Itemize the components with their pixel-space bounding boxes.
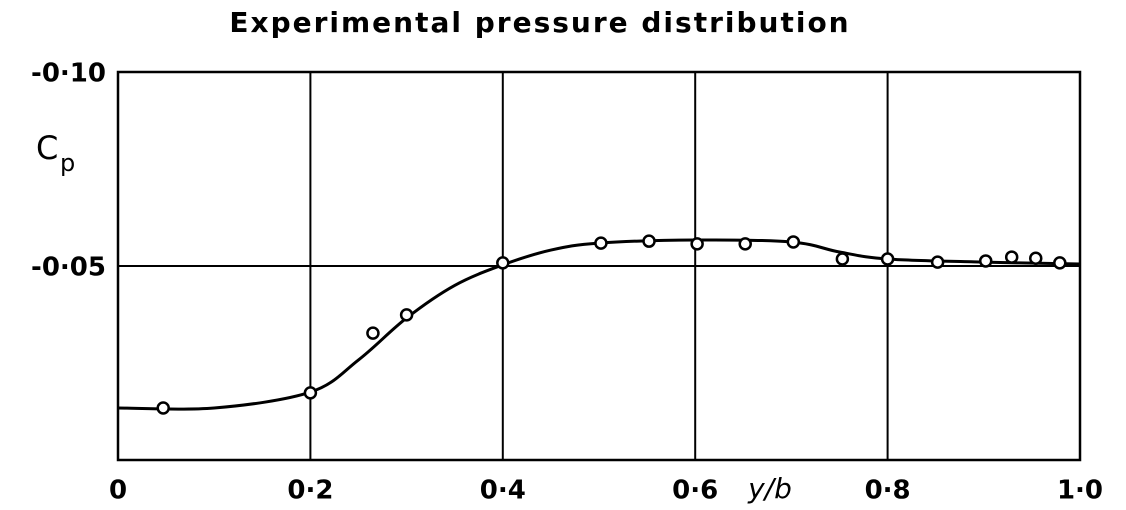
data-point	[642, 234, 656, 248]
y-tick-label: -0·10	[31, 59, 106, 89]
data-point	[978, 254, 993, 268]
data-point	[303, 386, 318, 400]
x-tick-label: 0·4	[480, 476, 526, 506]
data-point	[1028, 251, 1043, 265]
data-point	[594, 236, 608, 250]
y-tick-label: -0·05	[31, 253, 106, 283]
data-point	[1004, 250, 1019, 264]
data-point	[366, 326, 380, 340]
data-point	[1053, 256, 1067, 270]
y-axis-label-subscript: p	[60, 149, 75, 177]
data-point	[880, 252, 895, 266]
x-tick-label: 0·2	[287, 476, 333, 506]
data-point	[399, 308, 414, 322]
data-point	[738, 237, 752, 251]
x-tick-label: 0·8	[865, 476, 911, 506]
data-point	[496, 256, 510, 270]
x-tick-label: 1·0	[1057, 476, 1103, 506]
x-tick-label: 0	[109, 476, 127, 506]
data-point	[156, 401, 170, 415]
y-axis-label: C	[36, 129, 58, 167]
chart-title: Experimental pressure distribution	[229, 6, 850, 39]
data-point	[690, 237, 704, 251]
data-point	[930, 255, 945, 269]
x-axis-label: y/b	[747, 472, 792, 505]
x-tick-label: 0·6	[672, 476, 718, 506]
data-point	[786, 235, 801, 249]
data-point	[835, 252, 850, 266]
